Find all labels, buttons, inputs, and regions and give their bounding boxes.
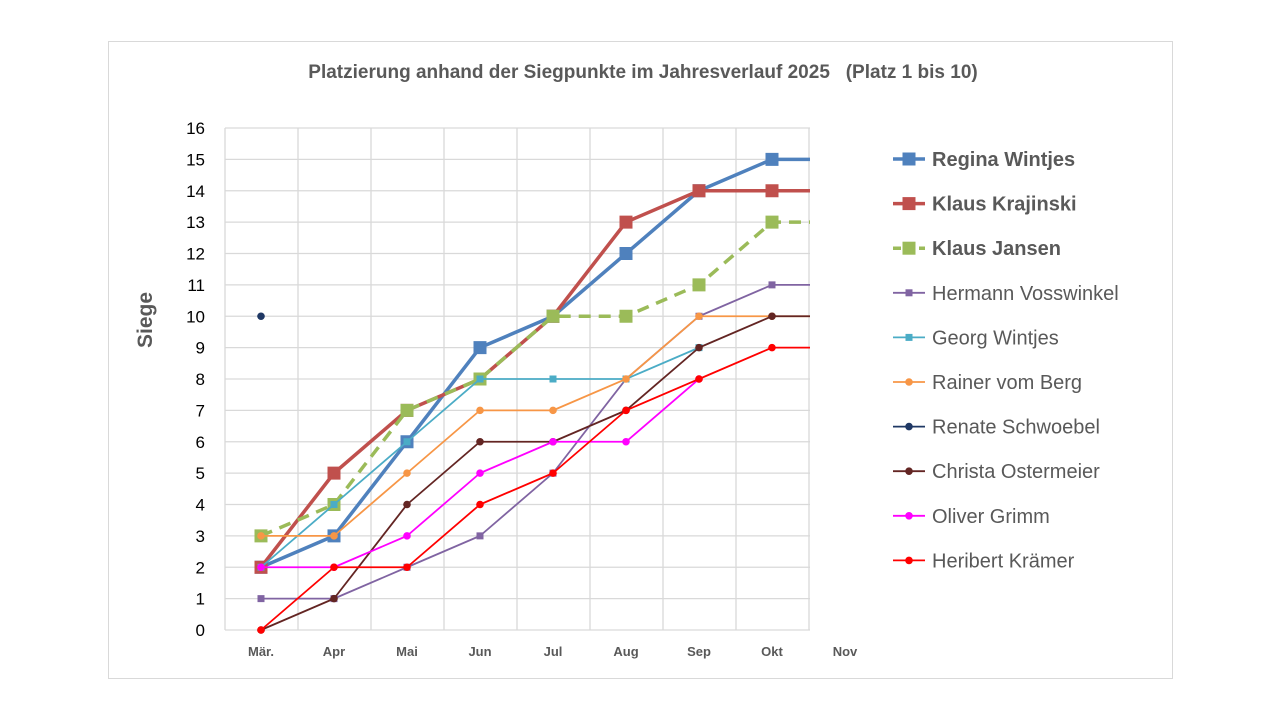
data-point bbox=[695, 343, 703, 352]
y-tick-label: 11 bbox=[187, 276, 205, 295]
y-tick-label: 7 bbox=[196, 401, 205, 420]
x-tick-label: Jul bbox=[544, 644, 563, 659]
legend-marker bbox=[902, 197, 916, 211]
data-point bbox=[765, 152, 779, 166]
data-point bbox=[257, 626, 265, 634]
legend-label: Christa Ostermeier bbox=[932, 461, 1100, 483]
y-tick-label: 2 bbox=[196, 558, 205, 577]
y-tick-label: 3 bbox=[196, 527, 205, 546]
x-tick-label: Mär. bbox=[248, 644, 274, 659]
data-point bbox=[549, 406, 557, 415]
data-point bbox=[403, 438, 411, 446]
data-point bbox=[765, 184, 779, 198]
legend-label: Klaus Jansen bbox=[932, 238, 1061, 260]
data-point bbox=[619, 309, 633, 323]
data-point bbox=[257, 532, 265, 540]
legend-label: Heribert Krämer bbox=[932, 550, 1075, 572]
legend-marker bbox=[905, 467, 913, 476]
legend-label: Klaus Krajinski bbox=[932, 194, 1077, 216]
y-tick-label: 0 bbox=[196, 621, 205, 640]
legend-label: Rainer vom Berg bbox=[932, 372, 1082, 394]
y-tick-label: 13 bbox=[186, 213, 205, 232]
data-point bbox=[400, 403, 414, 417]
legend-label: Regina Wintjes bbox=[932, 149, 1075, 171]
data-point bbox=[695, 312, 703, 321]
data-point bbox=[768, 312, 776, 321]
data-point bbox=[476, 375, 484, 383]
data-point bbox=[330, 563, 338, 572]
data-point bbox=[692, 278, 706, 292]
x-tick-label: Aug bbox=[613, 644, 638, 659]
chart-frame bbox=[108, 41, 1173, 679]
data-point bbox=[476, 500, 484, 509]
y-tick-label: 8 bbox=[196, 370, 205, 389]
series-line-5 bbox=[261, 315, 810, 537]
data-point bbox=[473, 341, 487, 355]
data-point bbox=[330, 501, 338, 508]
legend-marker bbox=[905, 556, 913, 565]
data-point bbox=[622, 437, 630, 446]
data-point bbox=[327, 466, 341, 480]
legend-label: Hermann Vosswinkel bbox=[932, 283, 1119, 305]
data-point bbox=[257, 595, 265, 603]
data-point bbox=[619, 247, 633, 260]
y-tick-label: 5 bbox=[196, 464, 205, 483]
data-point bbox=[476, 469, 484, 477]
legend-label: Renate Schwoebel bbox=[932, 417, 1100, 439]
data-point bbox=[768, 343, 776, 352]
y-tick-label: 14 bbox=[186, 182, 205, 201]
data-point bbox=[768, 281, 776, 289]
data-point bbox=[257, 563, 265, 572]
data-point bbox=[330, 532, 338, 540]
y-tick-label: 12 bbox=[186, 245, 205, 264]
legend-marker bbox=[902, 241, 916, 255]
x-tick-label: Okt bbox=[761, 644, 783, 659]
y-axis-label: Siege bbox=[134, 292, 157, 348]
data-point bbox=[403, 563, 411, 572]
x-tick-label: Sep bbox=[687, 644, 711, 659]
legend-marker bbox=[905, 333, 913, 341]
legend-marker bbox=[905, 512, 913, 520]
series-line-2 bbox=[260, 220, 810, 538]
data-point bbox=[549, 469, 557, 477]
data-point bbox=[692, 184, 706, 198]
data-point bbox=[476, 437, 484, 446]
y-tick-label: 10 bbox=[186, 307, 205, 326]
data-point bbox=[546, 309, 560, 323]
data-point bbox=[403, 532, 411, 540]
data-point bbox=[622, 406, 630, 415]
y-tick-label: 9 bbox=[196, 339, 205, 358]
legend-label: Oliver Grimm bbox=[932, 506, 1050, 528]
data-point bbox=[257, 312, 265, 321]
y-tick-label: 15 bbox=[186, 150, 205, 169]
x-tick-label: Apr bbox=[323, 644, 345, 659]
x-tick-label: Mai bbox=[396, 644, 418, 659]
x-tick-label: Jun bbox=[468, 644, 491, 659]
legend-label: Georg Wintjes bbox=[932, 327, 1059, 349]
data-point bbox=[622, 375, 630, 383]
x-tick-label: Nov bbox=[833, 644, 858, 659]
legend-marker bbox=[902, 152, 916, 166]
data-point bbox=[695, 375, 703, 383]
series-line-0 bbox=[260, 157, 810, 569]
data-point bbox=[476, 406, 484, 415]
y-tick-label: 6 bbox=[196, 433, 205, 452]
data-point bbox=[403, 469, 411, 477]
y-tick-label: 4 bbox=[196, 496, 205, 515]
data-point bbox=[549, 437, 557, 446]
legend-marker bbox=[905, 289, 913, 297]
y-tick-label: 1 bbox=[196, 590, 205, 609]
data-point bbox=[330, 594, 338, 603]
chart-title: Platzierung anhand der Siegpunkte im Jah… bbox=[308, 62, 978, 83]
data-point bbox=[549, 375, 557, 383]
legend-marker bbox=[905, 378, 913, 386]
data-point bbox=[619, 215, 633, 229]
legend-marker bbox=[905, 422, 913, 431]
y-tick-label: 16 bbox=[186, 119, 205, 138]
data-point bbox=[403, 500, 411, 509]
data-point bbox=[476, 532, 484, 540]
data-point bbox=[765, 215, 779, 229]
